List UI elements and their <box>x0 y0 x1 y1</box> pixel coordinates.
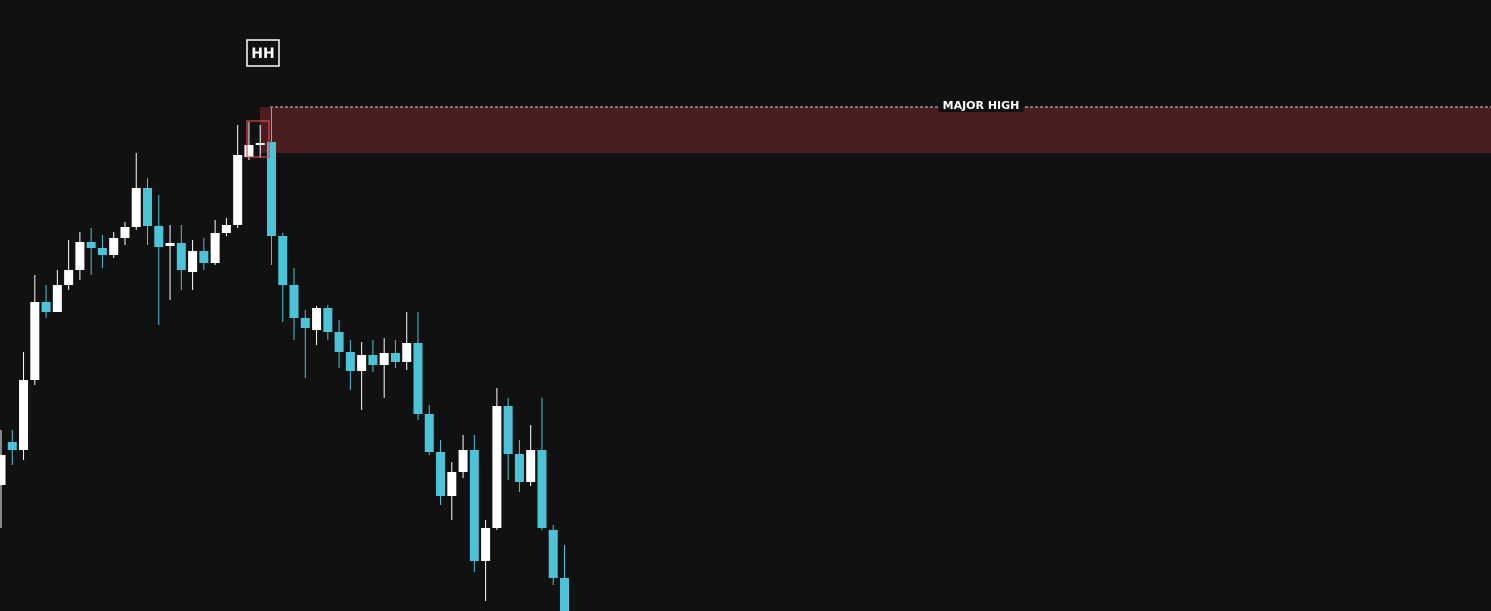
candle-body <box>458 450 468 472</box>
candle-body <box>176 243 186 270</box>
candle-body <box>424 414 434 452</box>
candle-body <box>97 248 107 255</box>
candle-body <box>514 454 524 482</box>
candle-body <box>120 227 130 238</box>
candle-body <box>221 225 231 233</box>
candle-body <box>109 238 119 255</box>
candle-body <box>390 353 400 362</box>
candle-body <box>75 242 85 270</box>
candle-body <box>188 251 198 272</box>
candle-body <box>537 450 547 528</box>
candle-body <box>41 302 51 312</box>
candle-body <box>402 343 412 362</box>
candle-body <box>300 318 310 328</box>
candle-body <box>19 380 29 450</box>
candle-body <box>233 155 243 225</box>
candle-body <box>379 353 389 365</box>
candle-body <box>143 188 153 226</box>
label-bg <box>938 99 1024 112</box>
hh-label: HH <box>251 46 274 62</box>
candle-body <box>64 270 74 285</box>
candle-body <box>255 143 265 145</box>
candle-body <box>86 242 96 248</box>
candle-body <box>481 528 491 561</box>
candle-body <box>0 455 6 485</box>
candle-body <box>447 472 457 496</box>
major-high-zone <box>260 107 1491 153</box>
hh-box <box>246 39 280 67</box>
candle-body <box>345 352 355 371</box>
candle-body <box>560 578 569 611</box>
candle-body <box>469 450 479 561</box>
candle-body <box>357 355 367 371</box>
candle-body <box>492 406 502 528</box>
candle-body <box>323 308 333 332</box>
candle-body <box>244 145 254 157</box>
candle-body <box>7 442 17 450</box>
candle-body <box>413 343 423 414</box>
candle-body <box>526 450 536 482</box>
candle-body <box>199 251 209 263</box>
candle-body <box>52 285 62 312</box>
candle-body <box>289 285 299 318</box>
candle-body <box>368 355 378 365</box>
major-high-label: MAJOR HIGH <box>943 99 1020 112</box>
candle-body <box>278 236 288 285</box>
candle-body <box>131 188 141 227</box>
candle-body <box>312 308 322 330</box>
candle-body <box>334 332 344 352</box>
candle-body <box>266 142 276 236</box>
swing-high-box <box>246 120 270 158</box>
candle-body <box>210 233 220 263</box>
candle-body <box>165 243 175 246</box>
candle-body <box>436 452 446 496</box>
candle-body <box>503 406 513 454</box>
candle-body <box>548 530 558 578</box>
candle-body <box>154 226 164 247</box>
candle-body <box>30 302 40 380</box>
